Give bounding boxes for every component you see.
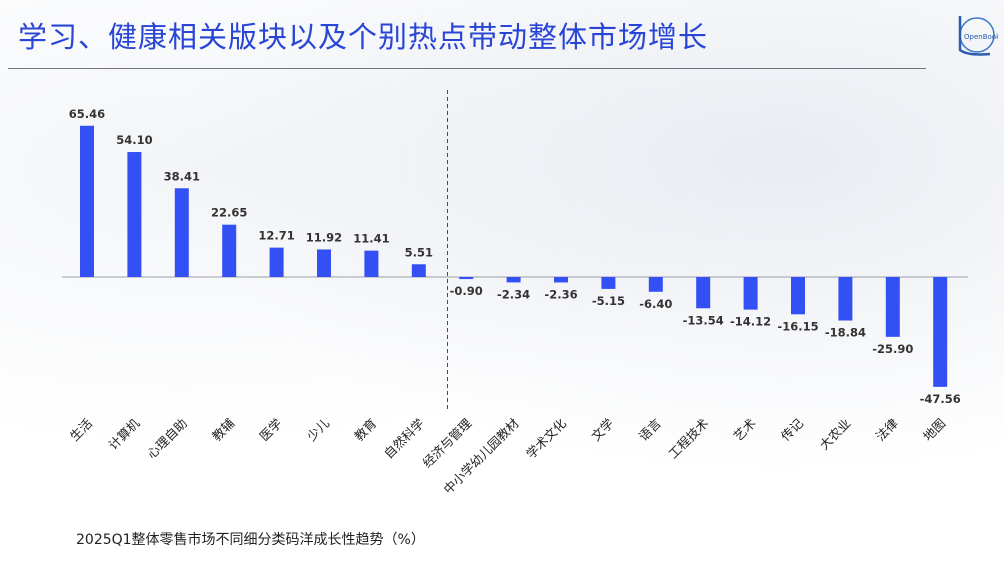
bar (696, 277, 711, 309)
bar (506, 277, 521, 283)
category-label: 学术文化 (523, 415, 569, 461)
bar (222, 224, 237, 277)
chart-caption: 2025Q1整体零售市场不同细分类码洋成长性趋势（%） (76, 532, 425, 548)
bar (648, 277, 663, 292)
category-label: 少儿 (304, 415, 333, 444)
page-title: 学习、健康相关版块以及个别热点带动整体市场增长 (18, 20, 709, 54)
value-label: 54.10 (116, 133, 152, 147)
value-label: -2.36 (544, 287, 577, 301)
bar (933, 277, 948, 387)
bar (459, 277, 474, 280)
bar (601, 277, 616, 289)
bar (554, 277, 568, 283)
category-label: 自然科学 (381, 416, 427, 462)
category-label: 大农业 (816, 416, 853, 453)
value-label: -14.12 (730, 315, 771, 329)
bar (269, 247, 284, 277)
value-label: 12.71 (258, 229, 294, 243)
logo-text: OpenBook (964, 33, 998, 41)
value-label: 11.92 (306, 230, 342, 244)
value-label: -47.56 (920, 392, 961, 406)
value-label: 11.41 (353, 232, 389, 246)
category-label: 教育 (351, 416, 379, 444)
value-label: -2.34 (497, 287, 530, 301)
value-label: 22.65 (211, 206, 247, 220)
bar (317, 249, 331, 277)
bar (80, 125, 94, 277)
value-label: -0.90 (450, 284, 483, 298)
value-label: -5.15 (592, 294, 625, 308)
value-label: 65.46 (69, 107, 105, 121)
category-label: 生活 (67, 416, 95, 444)
category-label: 教辅 (209, 416, 237, 444)
category-label: 医学 (256, 416, 284, 444)
openbook-logo: OpenBook (958, 16, 998, 56)
value-label: -25.90 (872, 342, 913, 356)
category-label: 心理自助 (144, 416, 190, 462)
title-divider (8, 68, 926, 69)
value-label: 5.51 (405, 245, 433, 259)
value-label: -16.15 (777, 319, 818, 333)
bar (838, 277, 853, 321)
value-label: -13.54 (683, 313, 724, 327)
category-label: 地图 (920, 416, 948, 444)
category-label: 语言 (636, 416, 664, 444)
bar (364, 250, 379, 277)
value-label: -6.40 (639, 297, 672, 311)
category-label: 传记 (778, 415, 807, 444)
category-label: 法律 (873, 416, 901, 444)
category-label: 工程技术 (665, 415, 711, 461)
value-label: 38.41 (164, 169, 200, 183)
category-label: 艺术 (730, 415, 759, 444)
bar (791, 277, 805, 315)
bar (743, 277, 758, 310)
bar (174, 188, 189, 277)
bar (127, 152, 142, 277)
growth-bar-chart: 65.46 生活 54.10 计算机 38.41 心理自助 22.65 教辅 12.71 医学 11… (62, 90, 968, 497)
category-label: 文学 (588, 416, 616, 444)
category-label: 计算机 (105, 415, 142, 452)
bar (885, 277, 900, 337)
value-label: -18.84 (825, 326, 866, 340)
bar (411, 264, 426, 277)
